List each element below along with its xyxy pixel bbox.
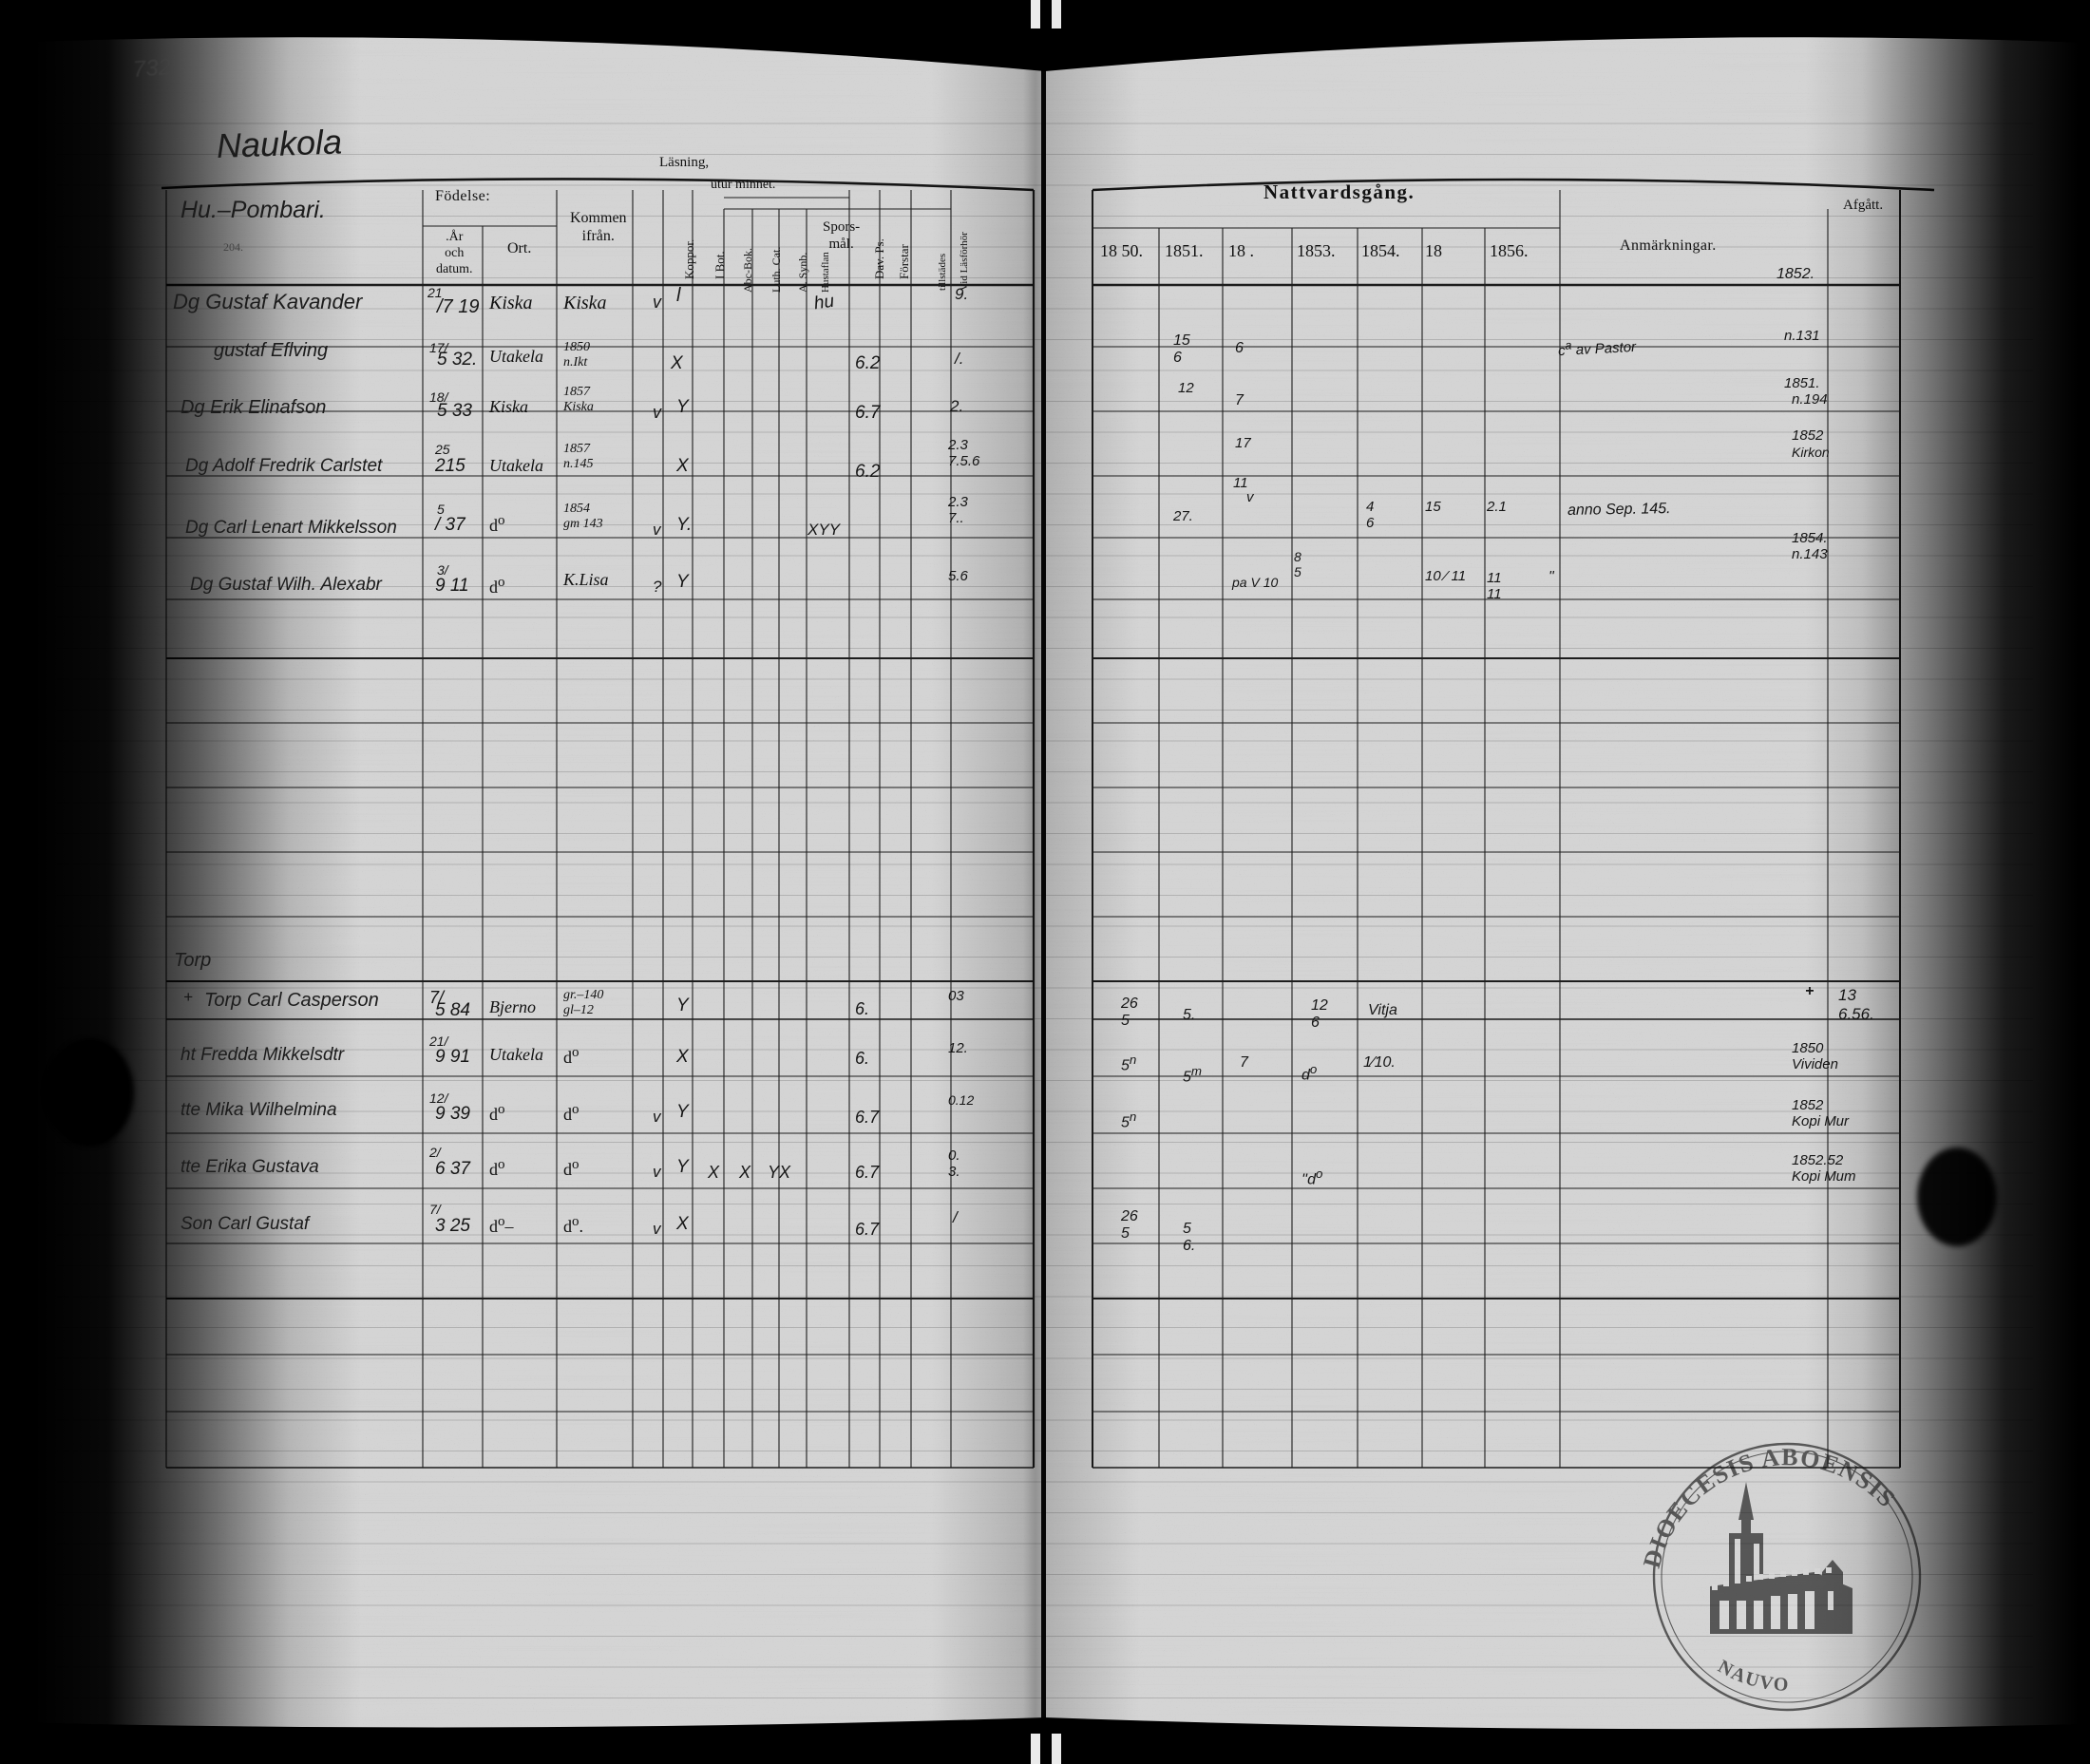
svg-text:NAUVO: NAUVO xyxy=(1715,1656,1791,1696)
svg-text:DIOECESIS ABOENSIS: DIOECESIS ABOENSIS xyxy=(1638,1443,1902,1571)
